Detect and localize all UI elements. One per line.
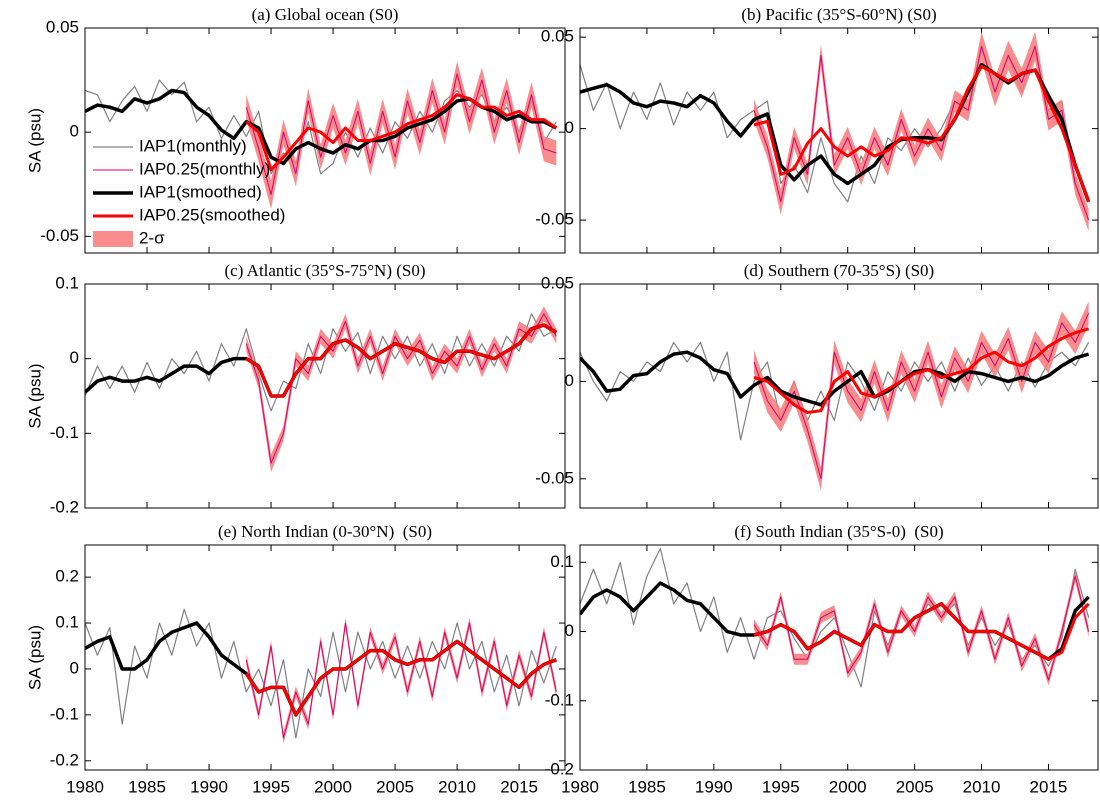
series-line	[580, 62, 1091, 203]
series-line	[245, 313, 557, 464]
legend: IAP1(monthly) IAP0.25(monthly) IAP1(smooth…	[93, 136, 285, 247]
y-tick-label: -0.2	[545, 759, 574, 778]
y-tick-label: -0.2	[50, 497, 79, 516]
plot-frame	[84, 27, 566, 254]
series-line	[244, 639, 557, 717]
y-tick-label: 0	[70, 348, 79, 367]
x-tick-label: 1985	[628, 777, 666, 796]
y-tick-label: 0.05	[46, 17, 79, 36]
x-tick-label: 1985	[128, 777, 166, 796]
panel: (e) North Indian (0-30°N) (S0) SA (psu) 0.…	[25, 522, 566, 796]
x-tick-label: 2000	[829, 777, 867, 796]
x-tick-label: 2010	[963, 777, 1001, 796]
uncertainty-band	[754, 301, 1089, 491]
x-tick-label: 2010	[438, 777, 476, 796]
y-tick-label: -0.05	[40, 226, 79, 245]
panel-title: (f) South Indian (35°S-0) (S0)	[734, 522, 943, 541]
x-tick-label: 2015	[1030, 777, 1068, 796]
series-line	[580, 350, 1090, 407]
y-axis-label: SA (psu)	[25, 625, 44, 690]
x-tick-label: 2000	[314, 777, 352, 796]
panel: (b) Pacific (35°S-60°N) (S0) 0.05 0 -0.05	[535, 5, 1099, 254]
y-tick-label: 0.1	[55, 613, 79, 632]
y-tick-label: 0.05	[541, 273, 574, 292]
plot-frame	[84, 283, 566, 509]
y-tick-label: 0	[70, 658, 79, 677]
series-line	[85, 608, 557, 739]
panel: (c) Atlantic (35°S-75°N) (S0) SA (psu) 0.1…	[25, 261, 566, 516]
y-tick-label: -0.1	[50, 704, 79, 723]
series-line	[753, 327, 1090, 415]
plot-frame	[579, 27, 1099, 254]
uncertainty-band	[246, 306, 557, 473]
y-tick-label: -0.2	[50, 750, 79, 769]
x-tick-label: 1995	[252, 777, 290, 796]
y-tick-label: -0.1	[50, 423, 79, 442]
y-tick-label: -0.05	[535, 210, 574, 229]
series-line	[580, 581, 1090, 661]
x-tick-label: 1990	[695, 777, 733, 796]
y-tick-label: 0	[565, 621, 574, 640]
y-axis-label: SA (psu)	[25, 108, 44, 173]
y-tick-label: 0.1	[550, 552, 574, 571]
x-tick-label: 1990	[190, 777, 228, 796]
panel: (d) Southern (70-35°S) (S0) 0.05 0 -0.05	[535, 261, 1099, 509]
series-line	[245, 323, 558, 398]
series-line	[753, 602, 1090, 661]
y-tick-label: -0.05	[535, 468, 574, 487]
y-tick-label: 0.2	[55, 567, 79, 586]
uncertainty-band	[246, 61, 557, 210]
panel-title: (a) Global ocean (S0)	[252, 5, 399, 24]
legend-label: IAP1(smoothed)	[139, 182, 262, 201]
legend-label: IAP1(monthly)	[139, 136, 247, 155]
series-line	[580, 341, 1090, 441]
plot-frame	[579, 544, 1099, 771]
plot-frame	[84, 544, 566, 771]
plot-frame	[579, 283, 1099, 509]
series-line	[245, 622, 557, 739]
y-axis-label: SA (psu)	[25, 363, 44, 428]
series-line	[580, 547, 1090, 688]
panel-title: (d) Southern (70-35°S) (S0)	[744, 261, 934, 280]
uncertainty-band	[754, 570, 1089, 686]
x-tick-label: 2015	[500, 777, 538, 796]
x-tick-label: 1980	[561, 777, 599, 796]
y-tick-label: -0.1	[545, 690, 574, 709]
series-line	[245, 93, 558, 172]
uncertainty-band	[754, 31, 1089, 232]
legend-label: 2-σ	[139, 228, 165, 247]
legend-label: IAP0.25(monthly)	[139, 159, 270, 178]
panel-title: (c) Atlantic (35°S-75°N) (S0)	[224, 261, 425, 280]
series-line	[753, 64, 1091, 203]
x-tick-label: 2005	[896, 777, 934, 796]
x-tick-label: 2005	[376, 777, 414, 796]
legend-label: IAP0.25(smoothed)	[139, 205, 285, 224]
panel: (a) Global ocean (S0) SA (psu) 0.05 0 -0.05 I…	[25, 5, 566, 254]
y-tick-label: 0	[565, 371, 574, 390]
panel-title: (e) North Indian (0-30°N) (S0)	[218, 522, 432, 541]
y-tick-label: 0	[565, 118, 574, 137]
y-tick-label: 0.05	[541, 27, 574, 46]
legend-swatch	[93, 231, 133, 247]
panel: (f) South Indian (35°S-0) (S0) 0.1 0 -0.1 -0…	[545, 522, 1099, 796]
panel-title: (b) Pacific (35°S-60°N) (S0)	[741, 5, 936, 24]
x-tick-label: 1980	[66, 777, 104, 796]
x-tick-label: 1995	[762, 777, 800, 796]
y-tick-label: 0.1	[55, 273, 79, 292]
y-tick-label: 0	[70, 122, 79, 141]
